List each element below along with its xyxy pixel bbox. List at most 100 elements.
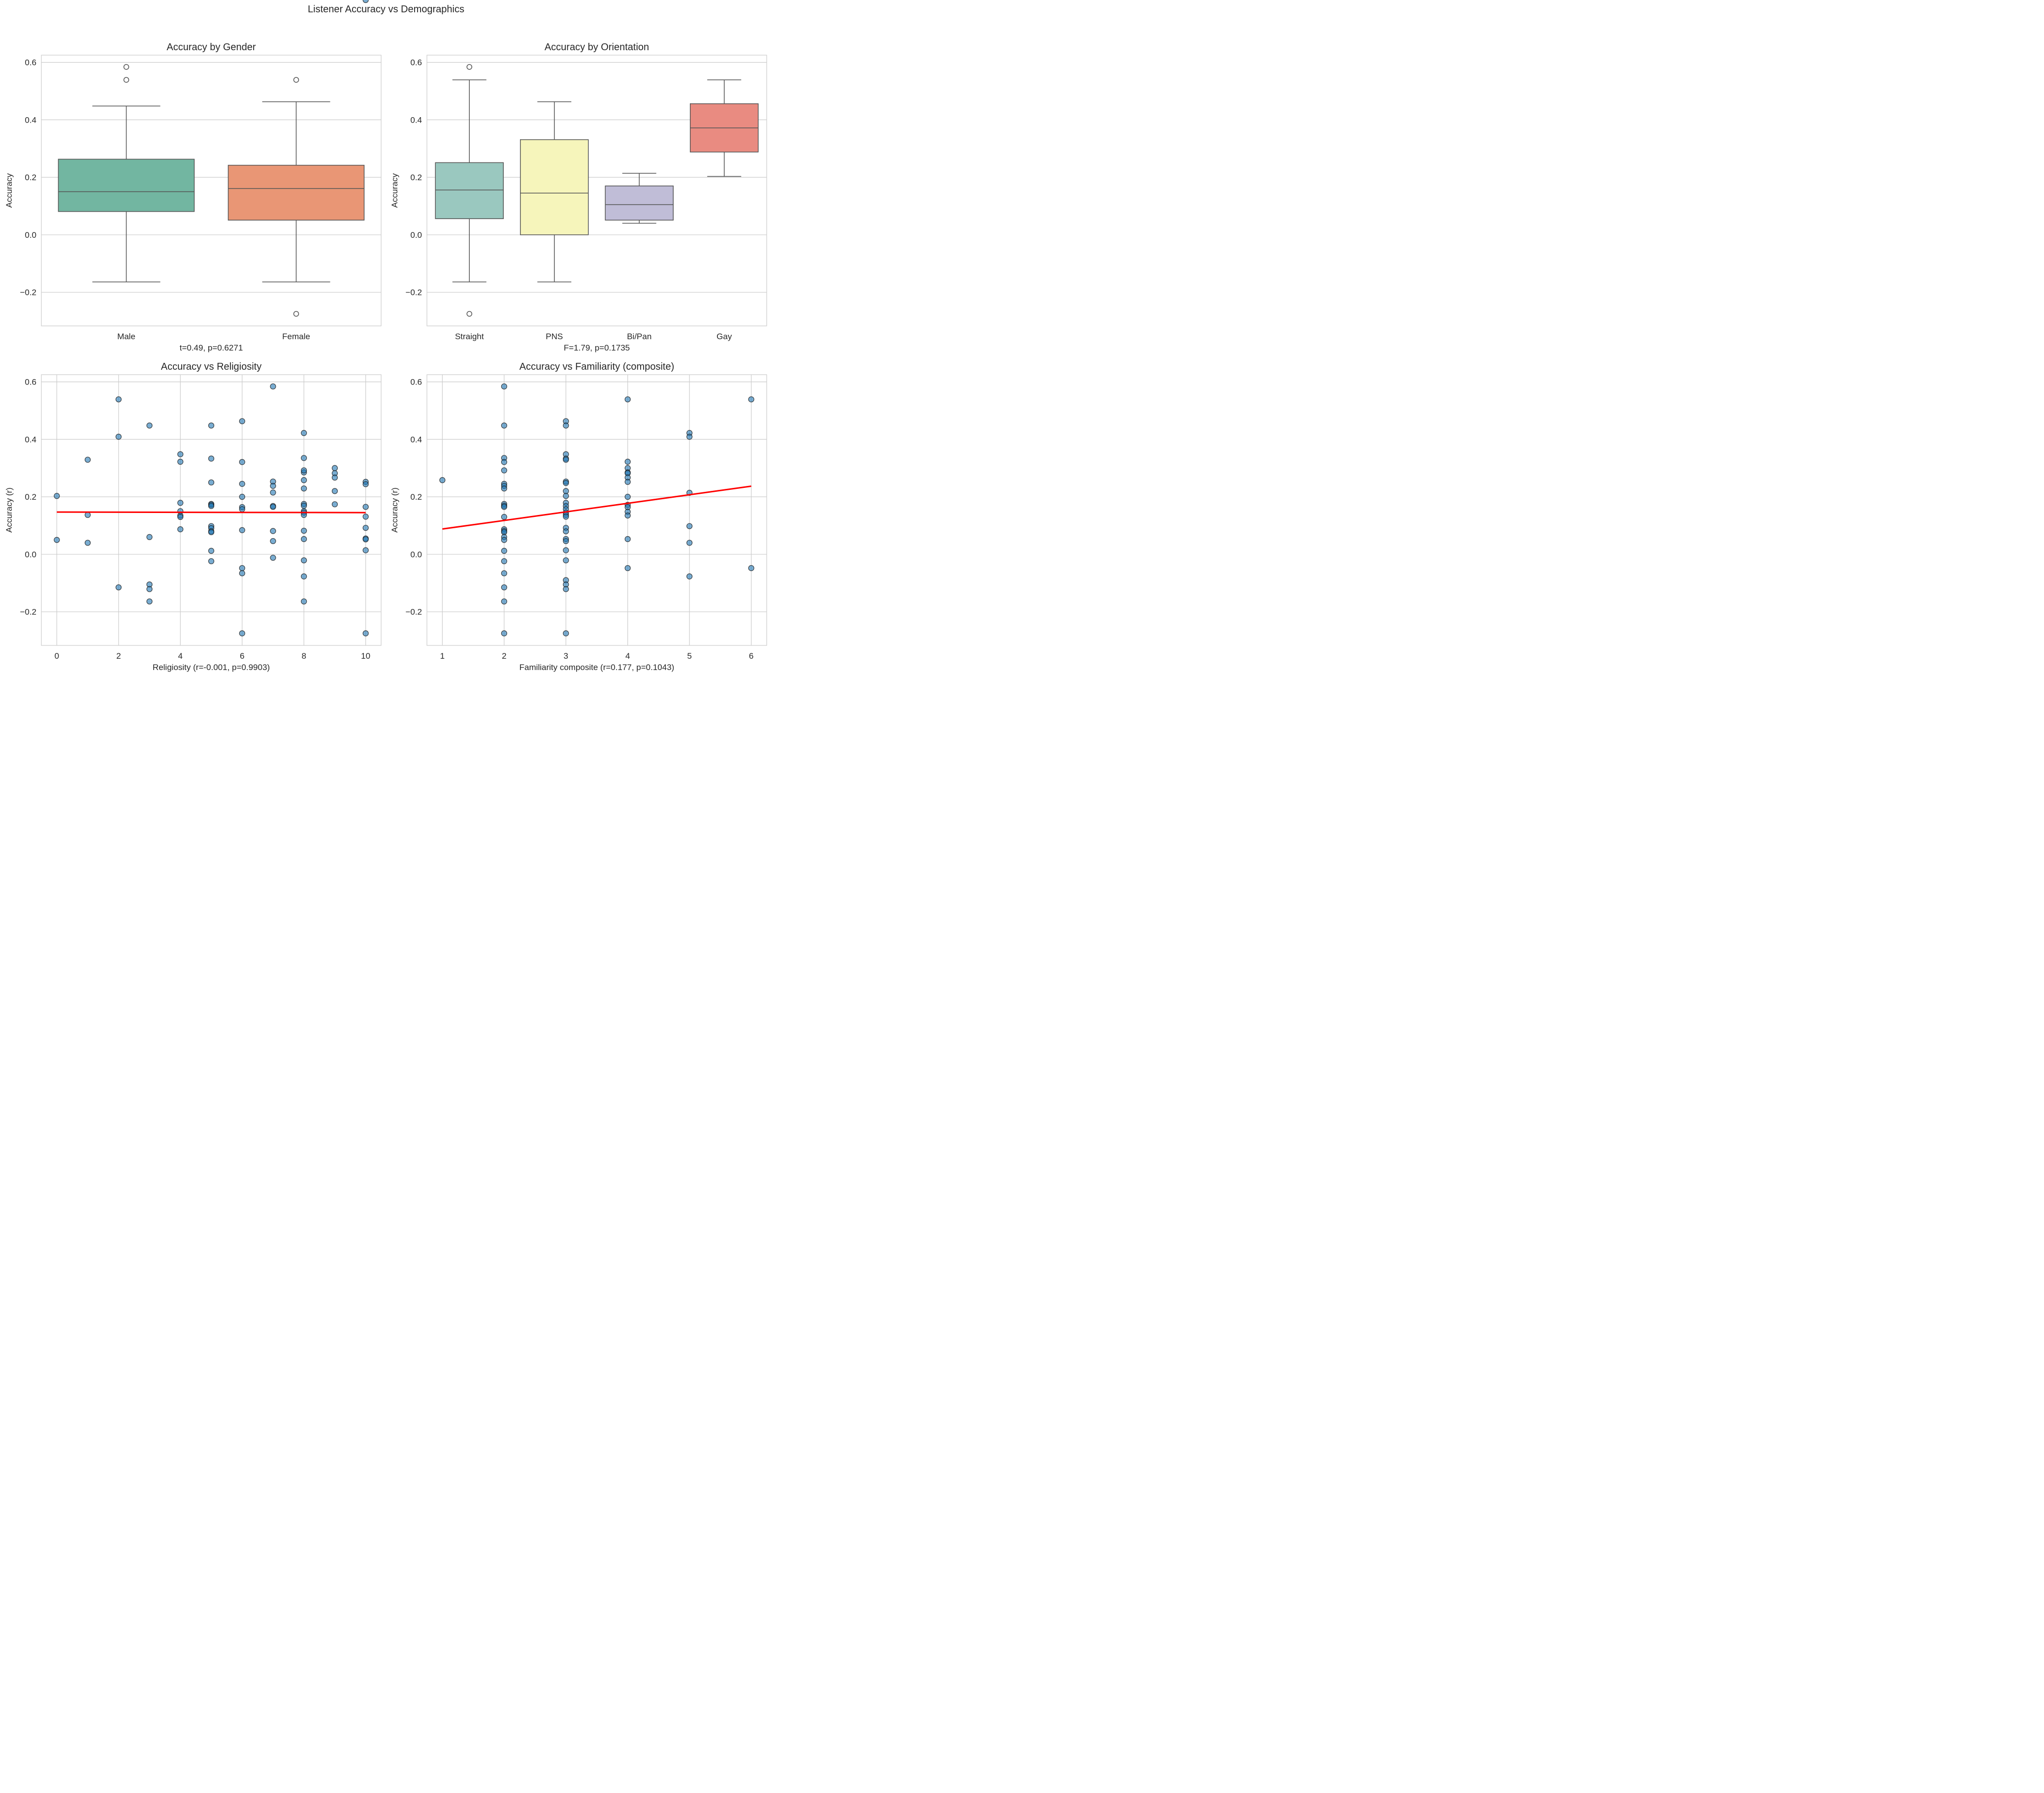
subplot-title: Accuracy by Orientation bbox=[545, 42, 649, 53]
data-point bbox=[84, 540, 91, 546]
data-point bbox=[301, 573, 307, 579]
x-tick-label: 2 bbox=[502, 651, 506, 661]
x-tick-label: Female bbox=[282, 332, 310, 341]
data-point bbox=[501, 547, 507, 554]
data-point bbox=[146, 586, 153, 592]
panel-1: −0.2 0.0 0.2 0.4 0.6 Accuracy by Gender Accura… bbox=[4, 42, 382, 352]
data-point bbox=[362, 630, 369, 637]
y-tick-label: −0.2 bbox=[20, 288, 36, 297]
iqr-box bbox=[435, 162, 504, 219]
figure-title: Listener Accuracy vs Demographics bbox=[308, 4, 464, 15]
scatter-points bbox=[439, 383, 754, 637]
plot-frame bbox=[426, 374, 767, 646]
data-point bbox=[331, 488, 338, 494]
x-tick-label: Male bbox=[117, 332, 135, 341]
data-point bbox=[301, 527, 307, 534]
iqr-box bbox=[227, 164, 365, 221]
x-tick-label: 8 bbox=[301, 651, 306, 661]
y-tick-label: 0.6 bbox=[410, 378, 422, 387]
x-tick-label: 6 bbox=[749, 651, 753, 661]
data-point bbox=[624, 512, 631, 519]
outlier-point bbox=[293, 77, 299, 83]
data-point bbox=[501, 467, 507, 474]
data-point bbox=[270, 554, 276, 561]
y-tick-label: 0.6 bbox=[25, 378, 36, 387]
data-point bbox=[362, 0, 369, 3]
data-point bbox=[501, 485, 507, 492]
data-point bbox=[563, 493, 569, 499]
y-tick-label: 0.2 bbox=[410, 492, 422, 502]
x-tick-label: PNS bbox=[546, 332, 563, 341]
data-point bbox=[563, 480, 569, 486]
data-point bbox=[501, 558, 507, 565]
subplot-title: Accuracy by Gender bbox=[166, 42, 256, 53]
data-point bbox=[208, 547, 215, 554]
y-tick-label: 0.6 bbox=[410, 58, 422, 67]
data-point bbox=[563, 586, 569, 592]
box-bipan bbox=[605, 173, 674, 224]
data-point bbox=[748, 396, 754, 403]
data-point bbox=[115, 396, 122, 403]
data-point bbox=[331, 465, 338, 471]
y-tick-label: 0.6 bbox=[25, 58, 36, 67]
data-point bbox=[501, 537, 507, 543]
box-gay bbox=[690, 79, 759, 177]
x-tick-label: Straight bbox=[455, 332, 484, 341]
data-point bbox=[563, 547, 569, 553]
iqr-box bbox=[605, 185, 674, 221]
data-point bbox=[177, 513, 184, 520]
data-point bbox=[362, 536, 369, 543]
data-point bbox=[501, 584, 507, 591]
data-point bbox=[146, 422, 153, 429]
x-tick-label: 3 bbox=[564, 651, 568, 661]
data-point bbox=[270, 528, 276, 534]
data-point bbox=[84, 456, 91, 463]
x-tick-label: 4 bbox=[178, 651, 183, 661]
data-point bbox=[624, 458, 631, 465]
plot-frame bbox=[41, 374, 382, 646]
data-point bbox=[624, 536, 631, 543]
regression-line bbox=[442, 485, 751, 530]
data-point bbox=[146, 598, 153, 605]
data-point bbox=[686, 573, 693, 579]
data-point bbox=[331, 501, 338, 508]
data-point bbox=[270, 504, 276, 510]
data-point bbox=[501, 598, 507, 605]
data-point bbox=[563, 456, 569, 463]
x-tick-label: 6 bbox=[240, 651, 244, 661]
y-tick-label: −0.2 bbox=[20, 608, 36, 617]
data-point bbox=[177, 500, 184, 506]
data-point bbox=[270, 383, 276, 390]
data-point bbox=[239, 527, 245, 533]
data-point bbox=[439, 477, 446, 483]
data-point bbox=[301, 598, 307, 605]
data-point bbox=[301, 485, 307, 492]
data-point bbox=[501, 383, 507, 390]
data-point bbox=[115, 584, 122, 591]
data-point bbox=[563, 422, 569, 429]
outlier-point bbox=[123, 77, 130, 83]
data-point bbox=[177, 451, 184, 457]
y-axis-label: Accuracy (r) bbox=[390, 487, 399, 533]
data-point bbox=[686, 434, 693, 440]
data-point bbox=[624, 479, 631, 485]
data-point bbox=[501, 459, 507, 465]
data-point bbox=[686, 540, 693, 546]
x-axis-label: t=0.49, p=0.6271 bbox=[180, 343, 243, 352]
data-point bbox=[301, 536, 307, 543]
data-point bbox=[362, 547, 369, 553]
y-axis-label: Accuracy (r) bbox=[4, 487, 14, 533]
data-point bbox=[563, 557, 569, 564]
x-tick-label: 5 bbox=[687, 651, 691, 661]
data-point bbox=[301, 455, 307, 461]
y-tick-label: 0.4 bbox=[25, 115, 36, 125]
data-point bbox=[362, 481, 369, 487]
data-point bbox=[624, 565, 631, 572]
data-point bbox=[270, 482, 276, 489]
y-tick-label: 0.0 bbox=[410, 230, 422, 240]
data-point bbox=[501, 570, 507, 576]
data-point bbox=[54, 493, 60, 499]
data-point bbox=[362, 525, 369, 531]
subplot-title: Accuracy vs Familiarity (composite) bbox=[519, 361, 675, 372]
y-tick-label: 0.2 bbox=[410, 173, 422, 182]
